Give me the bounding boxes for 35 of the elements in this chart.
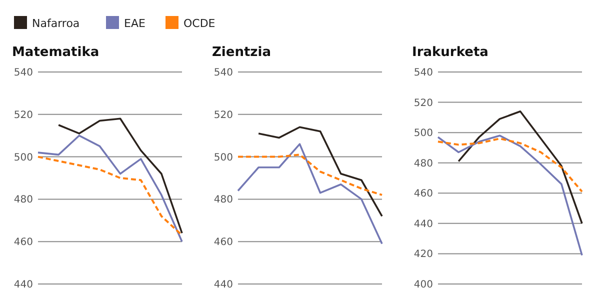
y-tick-label: 520 — [414, 98, 433, 109]
y-tick-label: 440 — [14, 280, 33, 290]
y-tick-label: 540 — [414, 68, 433, 78]
legend-label: EAE — [124, 17, 146, 30]
line-series — [37, 134, 183, 242]
line-series — [237, 154, 383, 196]
y-tick-label: 500 — [414, 128, 433, 140]
line-series — [237, 143, 383, 245]
y-tick-label: 480 — [414, 158, 433, 170]
y-tick-label: 460 — [414, 188, 433, 200]
line-series — [437, 138, 583, 193]
y-tick-label: 520 — [214, 110, 233, 121]
line-series — [37, 156, 183, 236]
chart-title: Matematika — [12, 45, 100, 60]
y-tick-label: 400 — [414, 280, 433, 290]
y-tick-label: 460 — [214, 237, 233, 248]
chart-title: Irakurketa — [412, 45, 488, 60]
line-series — [458, 110, 583, 224]
y-tick-label: 540 — [14, 68, 33, 78]
legend-label: OCDE — [184, 17, 216, 30]
y-tick-label: 440 — [214, 280, 233, 290]
line-series — [258, 126, 383, 218]
y-tick-label: 520 — [14, 110, 33, 121]
line-series — [58, 118, 183, 234]
y-tick-label: 500 — [14, 152, 33, 164]
y-tick-label: 440 — [414, 218, 433, 230]
legend-label: Nafarroa — [32, 17, 80, 30]
y-tick-label: 480 — [14, 194, 33, 206]
line-series — [437, 134, 583, 256]
y-tick-label: 480 — [214, 194, 233, 206]
y-tick-label: 460 — [14, 237, 33, 248]
y-tick-label: 500 — [214, 152, 233, 164]
y-tick-label: 540 — [214, 68, 233, 78]
chart-title: Zientzia — [212, 45, 271, 60]
y-tick-label: 420 — [414, 249, 433, 260]
